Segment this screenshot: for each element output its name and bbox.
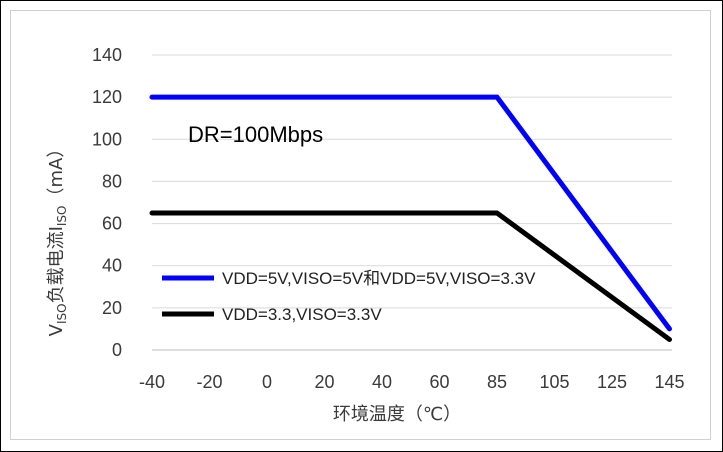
x-tick-label: 125 bbox=[597, 372, 627, 392]
y-tick-label: 140 bbox=[92, 45, 122, 65]
x-tick-label: -20 bbox=[196, 372, 222, 392]
y-tick-label: 60 bbox=[102, 214, 122, 234]
x-tick-label: 105 bbox=[539, 372, 569, 392]
y-title-i-sub: ISO bbox=[55, 206, 69, 227]
y-title-v: V bbox=[46, 323, 67, 336]
annotation-data-rate: DR=100Mbps bbox=[188, 122, 323, 147]
legend-label-2: VDD=3.3,VISO=3.3V bbox=[222, 305, 382, 324]
series-line-2 bbox=[149, 210, 672, 342]
x-tick-label: 0 bbox=[262, 372, 272, 392]
gridlines bbox=[152, 54, 672, 351]
x-axis-title: 环境温度（℃） bbox=[333, 404, 461, 425]
legend-label-1: VDD=5V,VISO=5V和VDD=5V,VISO=3.3V bbox=[222, 269, 536, 288]
x-tick-label: -40 bbox=[139, 372, 165, 392]
y-title-mid: 负载电流I bbox=[46, 226, 67, 303]
series-line-1 bbox=[149, 94, 672, 332]
legend: VDD=5V,VISO=5V和VDD=5V,VISO=3.3V VDD=3.3,V… bbox=[162, 269, 536, 324]
y-tick-label: 120 bbox=[92, 87, 122, 107]
series-lines bbox=[149, 94, 672, 342]
x-tick-label: 60 bbox=[429, 372, 449, 392]
y-tick-label: 20 bbox=[102, 298, 122, 318]
y-tick-label: 40 bbox=[102, 256, 122, 276]
y-title-v-sub: ISO bbox=[55, 303, 69, 324]
y-title-unit: （mA） bbox=[46, 140, 67, 206]
x-axis-ticks: -40 -20 0 20 40 60 85 105 125 145 bbox=[139, 372, 685, 392]
x-tick-label: 40 bbox=[372, 372, 392, 392]
y-tick-label: 80 bbox=[102, 171, 122, 191]
x-tick-label: 85 bbox=[487, 372, 507, 392]
y-tick-label: 0 bbox=[112, 340, 122, 360]
y-axis-title: VISO负载电流IISO（mA） bbox=[46, 140, 69, 337]
x-tick-label: 145 bbox=[654, 372, 684, 392]
x-tick-label: 20 bbox=[314, 372, 334, 392]
y-axis-ticks: 0 20 40 60 80 100 120 140 bbox=[92, 45, 122, 360]
y-tick-label: 100 bbox=[92, 129, 122, 149]
